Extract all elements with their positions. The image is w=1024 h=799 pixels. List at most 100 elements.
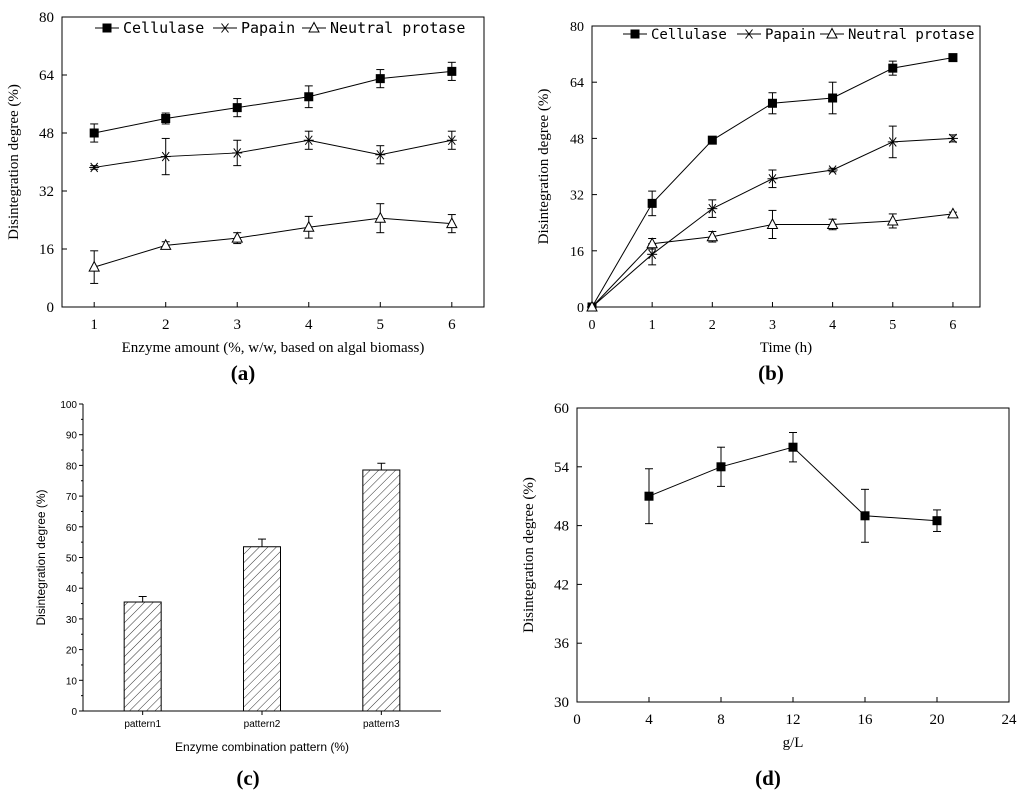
legend-marker-b-2 xyxy=(826,27,838,39)
y-axis-label-d: Disintegration degree (%) xyxy=(521,477,537,633)
data-point-a-1-2 xyxy=(232,148,243,158)
x-tick-label-a-4: 5 xyxy=(377,317,385,333)
data-point-b-1-3 xyxy=(767,173,778,184)
series-a-0 xyxy=(89,61,457,143)
panel-label-a: (a) xyxy=(231,361,256,385)
data-point-b-1-2 xyxy=(707,203,718,214)
x-tick-label-b-3: 3 xyxy=(769,318,776,333)
x-tick-label-b-1: 1 xyxy=(649,318,656,333)
panel-label-d: (d) xyxy=(755,766,781,790)
y-tick-label-c-8: 80 xyxy=(66,461,78,472)
data-point-a-0-1 xyxy=(161,114,171,123)
legend-label-b-0: Cellulase xyxy=(651,27,727,43)
x-axis-label-d: g/L xyxy=(783,735,804,751)
data-point-a-1-1 xyxy=(160,151,171,162)
data-point-b-0-2 xyxy=(707,135,717,145)
plot-frame-b xyxy=(591,25,981,308)
data-point-b-2-6 xyxy=(947,207,959,219)
x-tick-label-a-2: 3 xyxy=(233,317,241,333)
data-point-b-1-6 xyxy=(947,133,958,144)
y-tick-label-d-2: 42 xyxy=(554,577,569,593)
y-tick-label-a-3: 48 xyxy=(39,126,54,142)
chart-a: 0 16 32 48 64 80 1 2 3 4 5 6 Enzyme amount (%, w/w, … xyxy=(6,10,485,385)
series-b-2 xyxy=(586,207,959,312)
data-point-a-1-3 xyxy=(303,135,314,146)
x-tick-label-d-2: 8 xyxy=(717,712,725,728)
chart-c: 0 10 20 30 40 50 60 70 80 90 100 pattern1 pattern2 pa… xyxy=(34,400,441,790)
data-point-a-0-0 xyxy=(89,128,99,138)
y-tick-label-d-1: 36 xyxy=(554,636,570,652)
y-tick-label-c-10: 100 xyxy=(60,400,77,411)
y-tick-label-b-5: 80 xyxy=(570,20,584,35)
panel-label-b: (b) xyxy=(758,361,784,385)
series-a-2 xyxy=(88,203,458,284)
series-d-0 xyxy=(644,432,942,543)
data-point-b-1-5 xyxy=(887,137,898,147)
series-line-a-2 xyxy=(94,217,452,268)
legend-marker-a-1 xyxy=(220,23,230,33)
data-point-a-0-5 xyxy=(447,66,457,76)
data-point-a-2-1 xyxy=(159,238,172,250)
y-axis-label-b: Disintegration degree (%) xyxy=(536,89,552,245)
data-point-b-2-3 xyxy=(766,217,779,229)
legend-label-a-2: Neutral protase xyxy=(330,19,465,37)
bar-c-0 xyxy=(123,601,162,712)
x-tick-label-d-0: 0 xyxy=(573,712,581,728)
x-tick-label-d-5: 20 xyxy=(930,712,945,728)
chart-b: 0 16 32 48 64 80 0 1 2 3 4 5 6 Time (h) Disintegration… xyxy=(536,20,981,385)
y-axis-label-a: Disintegration degree (%) xyxy=(6,84,22,240)
data-point-a-2-0 xyxy=(88,260,101,272)
legend-b: Cellulase Papain Neutral protase xyxy=(623,27,974,43)
data-point-a-0-3 xyxy=(304,92,314,102)
legend-a: Cellulase Papain Neutral protase xyxy=(95,19,465,37)
y-tick-label-a-1: 16 xyxy=(39,242,55,258)
data-point-a-1-0-d2 xyxy=(90,162,99,173)
data-point-a-1-4-d2 xyxy=(376,149,385,160)
x-tick-label-a-5: 6 xyxy=(448,317,456,333)
category-label-c-1: pattern2 xyxy=(244,719,281,730)
series-a-1 xyxy=(89,130,457,176)
y-tick-label-c-9: 90 xyxy=(66,431,78,442)
y-tick-label-c-3: 30 xyxy=(66,615,78,626)
data-point-a-1-0 xyxy=(89,162,100,173)
data-point-d-0-2 xyxy=(788,442,798,452)
data-point-d-0-3 xyxy=(860,511,870,521)
data-point-a-2-4 xyxy=(374,211,387,223)
data-point-a-1-3-d2 xyxy=(304,135,313,146)
y-tick-label-c-5: 50 xyxy=(66,554,78,565)
x-tick-label-d-1: 4 xyxy=(645,712,653,728)
y-tick-label-c-1: 10 xyxy=(66,676,78,687)
data-point-a-1-2-d2 xyxy=(233,148,242,158)
y-tick-label-b-0: 0 xyxy=(577,301,584,316)
y-tick-label-a-4: 64 xyxy=(39,68,55,84)
x-tick-label-b-5: 5 xyxy=(889,318,896,333)
series-b-0 xyxy=(587,53,958,312)
y-tick-label-d-3: 48 xyxy=(554,519,569,535)
x-axis-label-a: Enzyme amount (%, w/w, based on algal bi… xyxy=(122,340,425,356)
data-point-b-2-4 xyxy=(826,217,839,229)
x-tick-label-b-4: 4 xyxy=(829,318,836,333)
legend-label-a-1: Papain xyxy=(241,19,295,37)
y-tick-label-b-1: 16 xyxy=(570,245,584,260)
data-point-b-0-4 xyxy=(828,93,838,103)
data-point-a-1-4 xyxy=(375,149,386,160)
data-point-a-2-5 xyxy=(445,217,458,229)
legend-marker-b-1 xyxy=(744,29,754,39)
x-tick-label-b-0: 0 xyxy=(589,318,596,333)
y-tick-label-b-3: 48 xyxy=(570,132,584,147)
y-tick-label-c-0: 0 xyxy=(71,707,77,718)
data-point-b-0-5 xyxy=(888,63,898,73)
x-tick-label-d-6: 24 xyxy=(1002,712,1018,728)
category-label-c-0: pattern1 xyxy=(124,719,161,730)
data-point-b-0-1 xyxy=(647,198,657,208)
data-point-b-1-4-d2 xyxy=(828,165,837,175)
x-tick-label-a-0: 1 xyxy=(90,317,98,333)
data-point-b-1-2-d2 xyxy=(708,203,717,214)
bar-c-1 xyxy=(243,546,281,712)
data-point-d-0-1 xyxy=(716,462,726,472)
y-tick-label-c-7: 70 xyxy=(66,492,78,503)
legend-marker-a-1-d2 xyxy=(221,23,229,33)
data-point-d-0-4 xyxy=(932,516,942,526)
